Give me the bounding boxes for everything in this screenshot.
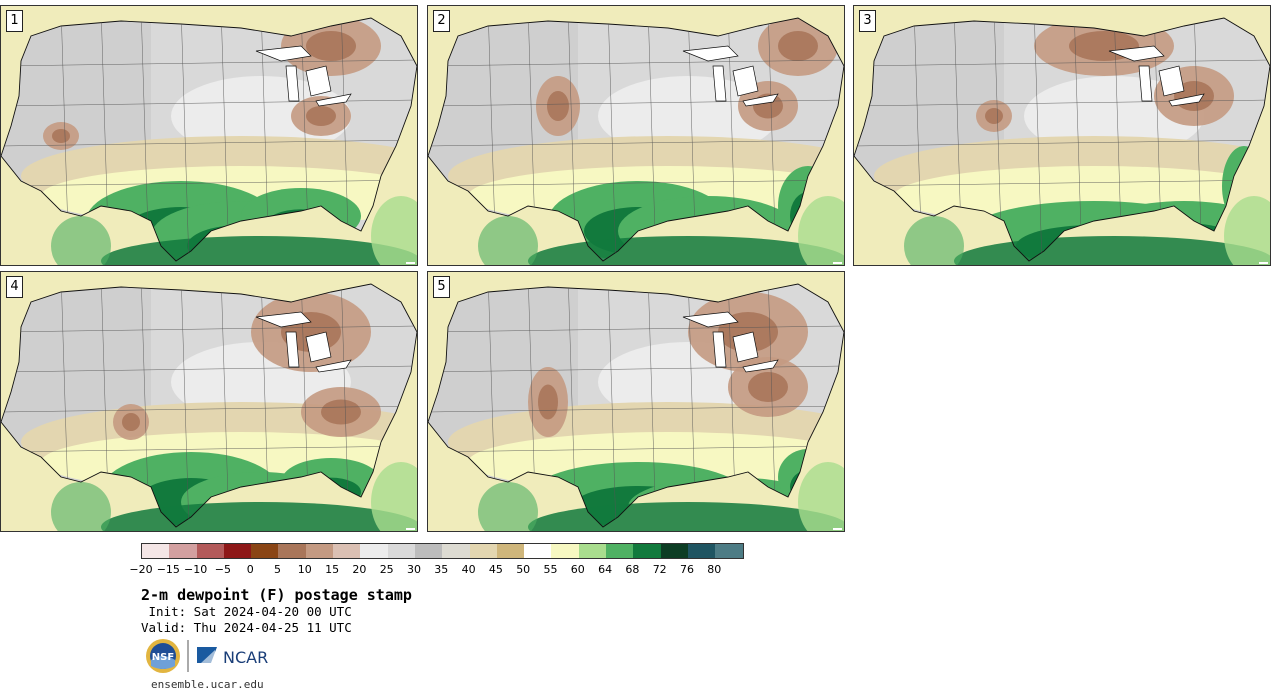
panel-corner-mark [833, 528, 842, 530]
colorbar-swatch [305, 544, 334, 558]
colorbar-tick-label: 25 [379, 563, 394, 576]
colorbar-swatch [687, 544, 716, 558]
colorbar-swatch [333, 544, 361, 558]
ensemble-member-panel-3: 3 [853, 5, 1271, 266]
colorbar-swatch [387, 544, 415, 558]
ensemble-member-panel-2: 2 [427, 5, 845, 266]
colorbar-swatch [196, 544, 224, 558]
colorbar-tick-labels: −20 −15 −10 −5 0 5 10 15 20 25 30 35 40 45 50 55 60 64 68 7… [129, 563, 761, 577]
colorbar-tick-label: 0 [246, 563, 254, 576]
colorbar-swatch [360, 544, 388, 558]
dewpoint-map-5 [428, 272, 844, 531]
colorbar-tick-label: 50 [516, 563, 531, 576]
colorbar-tick-label: −20 [129, 563, 153, 576]
colorbar-tick-label: 35 [434, 563, 449, 576]
colorbar-tick-label: 30 [407, 563, 421, 576]
colorbar-tick-label: 45 [488, 563, 503, 576]
colorbar-swatch [551, 544, 579, 558]
colorbar-tick-label: −15 [156, 563, 180, 576]
colorbar-swatch [578, 544, 607, 558]
panel-number-2: 2 [433, 10, 450, 32]
colorbar-tick-label: 60 [570, 563, 585, 576]
dewpoint-map-2 [428, 6, 844, 265]
panel-number-1: 1 [6, 10, 23, 32]
panel-corner-mark [833, 262, 842, 264]
dewpoint-map-1 [1, 6, 417, 265]
panel-number-3: 3 [859, 10, 876, 32]
ncar-logo-icon: NCAR [197, 647, 268, 667]
colorbar-tick-label: 10 [297, 563, 312, 576]
colorbar-tick-label: −10 [183, 563, 208, 576]
colorbar-swatch [142, 544, 170, 558]
init-time: Init: Sat 2024-04-20 00 UTC [141, 604, 352, 619]
colorbar-tick-label: 40 [461, 563, 476, 576]
colorbar-swatch [414, 544, 443, 558]
colorbar-tick-label: 5 [274, 563, 281, 576]
colorbar-swatch [278, 544, 306, 558]
colorbar-tick-label: 68 [625, 563, 640, 576]
dewpoint-map-3 [854, 6, 1270, 265]
colorbar-swatch [169, 544, 197, 558]
colorbar-tick-label: 20 [352, 563, 367, 576]
colorbar-swatch [223, 544, 252, 558]
colorbar-swatch [660, 544, 688, 558]
nsf-logo-icon: NSF [146, 639, 180, 673]
colorbar-swatch [524, 544, 552, 558]
colorbar-tick-label: 64 [598, 563, 613, 576]
ensemble-member-panel-4: 4 [0, 271, 418, 532]
nsf-logo-text: NSF [152, 652, 174, 663]
valid-time: Valid: Thu 2024-04-25 11 UTC [141, 620, 352, 635]
colorbar-tick-label: 76 [680, 563, 694, 576]
colorbar-swatch [715, 544, 743, 558]
ncar-logo-text: NCAR [223, 648, 268, 667]
ensemble-member-panel-5: 5 [427, 271, 845, 532]
colorbar-swatch [251, 544, 279, 558]
panel-number-5: 5 [433, 276, 450, 298]
dewpoint-map-4 [1, 272, 417, 531]
colorbar-tick-label: 15 [325, 563, 340, 576]
colorbar-tick-label: 80 [707, 563, 722, 576]
colorbar-tick-label: 55 [543, 563, 558, 576]
panel-corner-mark [406, 262, 415, 264]
colorbar-swatch [496, 544, 525, 558]
ensemble-member-panel-1: 1 [0, 5, 418, 266]
product-title: 2-m dewpoint (F) postage stamp [141, 586, 412, 604]
colorbar-swatch [606, 544, 634, 558]
colorbar-swatch [442, 544, 470, 558]
panel-corner-mark [1259, 262, 1268, 264]
colorbar-swatch [633, 544, 661, 558]
panel-number-4: 4 [6, 276, 23, 298]
colorbar-tick-label: 72 [652, 563, 667, 576]
colorbar-tick-label: −5 [214, 563, 231, 576]
colorbar [141, 543, 744, 559]
panel-corner-mark [406, 528, 415, 530]
site-url: ensemble.ucar.edu [151, 678, 264, 691]
colorbar-swatch [469, 544, 497, 558]
sponsor-logos: NSF NCAR [146, 639, 268, 673]
